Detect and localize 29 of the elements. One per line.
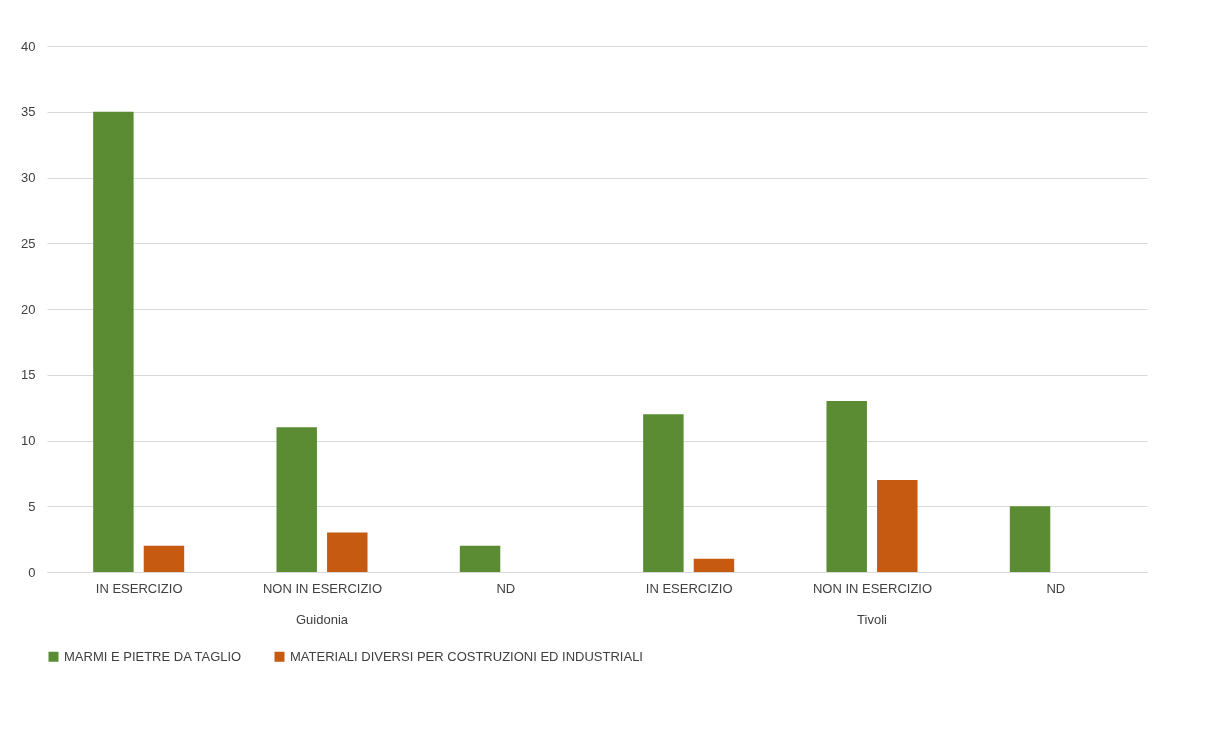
y-tick-label: 25 [21, 235, 36, 251]
y-tick-label: 35 [21, 104, 36, 120]
x-tick-label: IN ESERCIZIO [95, 580, 183, 596]
x-tick-label: NON IN ESERCIZIO [262, 580, 383, 596]
x-tick-label: ND [496, 580, 516, 596]
bar [877, 479, 918, 572]
bar [276, 427, 317, 572]
text: Guidonia [295, 612, 349, 627]
x-tick-label: IN ESERCIZIO [645, 580, 733, 596]
bar [459, 545, 501, 572]
y-tick-label: 10 [21, 433, 36, 448]
text: Tivoli [857, 612, 888, 627]
bar [693, 558, 735, 572]
y-tick-label: 20 [21, 301, 36, 317]
bar [327, 532, 368, 572]
bar [93, 111, 134, 572]
bar [1009, 506, 1051, 572]
legend-label: MATERIALI DIVERSI PER COSTRUZIONI ED INDUSTRIALI [290, 648, 643, 664]
x-tick-label: NON IN ESERCIZIO [812, 580, 933, 596]
bar [643, 414, 684, 572]
legend-label: MARMI E PIETRE DA TAGLIO [64, 648, 242, 664]
y-tick-label: 0 [28, 564, 36, 580]
y-tick-label: 15 [21, 367, 36, 383]
bar [826, 401, 867, 572]
y-tick-label: 5 [28, 498, 36, 514]
x-tick-label: ND [1046, 580, 1066, 596]
y-tick-label: 30 [21, 170, 36, 185]
y-tick-label: 40 [21, 38, 36, 54]
bar [143, 545, 185, 572]
